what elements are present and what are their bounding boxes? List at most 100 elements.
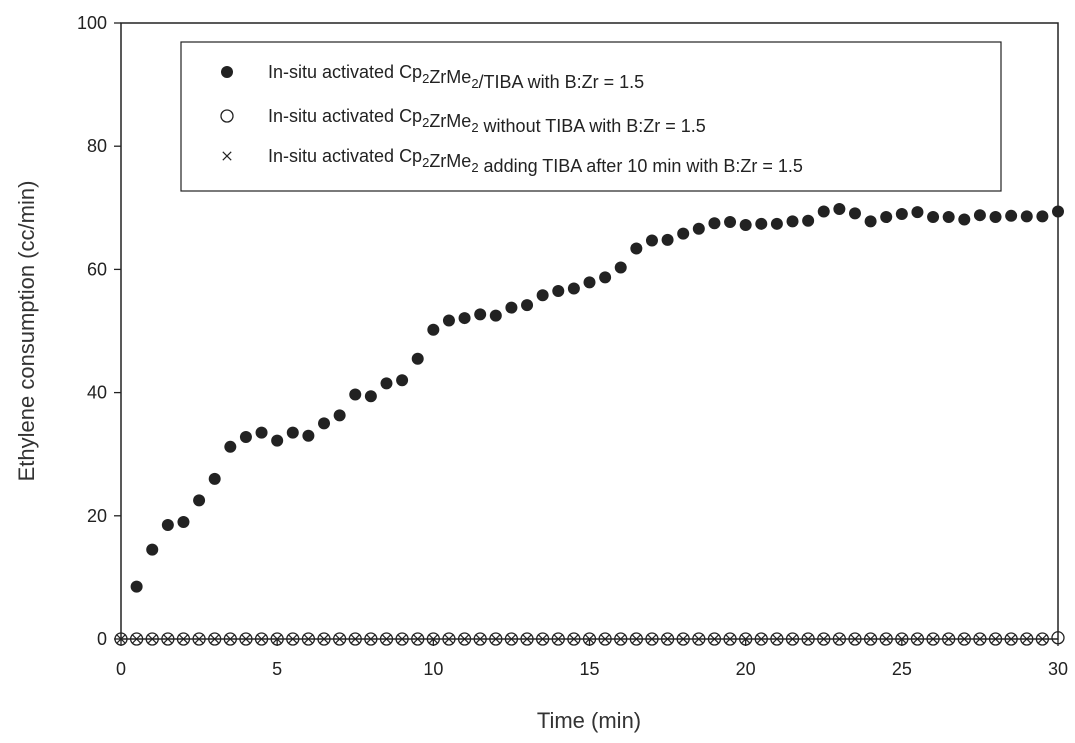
data-point: [1035, 632, 1050, 646]
legend-subscript: 2: [422, 115, 429, 130]
legend-text-part: adding TIBA after 10 min with B:Zr = 1.5: [479, 156, 803, 176]
data-point: [176, 632, 191, 646]
data-point: [770, 632, 784, 646]
x-marker-stroke: [834, 634, 844, 644]
legend-subscript: 2: [471, 160, 478, 175]
data-point: [803, 634, 813, 644]
data-point: [756, 634, 766, 644]
x-marker-stroke: [335, 634, 345, 644]
data-point: [194, 634, 204, 644]
data-point: [1005, 209, 1018, 222]
data-point: [116, 634, 126, 644]
data-point: [130, 580, 143, 593]
x-marker-stroke: [678, 634, 688, 644]
x-tick-label: 30: [1048, 659, 1068, 679]
x-marker-stroke: [319, 634, 329, 644]
data-point: [255, 426, 268, 439]
x-marker-stroke: [975, 634, 985, 644]
data-point: [210, 634, 220, 644]
data-point: [614, 632, 628, 646]
x-marker-stroke: [506, 634, 517, 644]
data-point: [552, 284, 565, 297]
data-point: [959, 634, 969, 644]
legend-box: [180, 41, 1002, 192]
y-tick-label: 80: [87, 136, 107, 156]
x-marker-stroke: [538, 634, 548, 644]
legend-text-part: In-situ activated Cp: [268, 146, 422, 166]
x-marker-stroke: [850, 634, 860, 644]
y-axis-title: Ethylene consumption (cc/min): [14, 181, 39, 482]
data-point: [973, 209, 986, 222]
x-marker-stroke: [366, 634, 376, 644]
x-marker-stroke: [787, 634, 798, 644]
data-point: [1004, 632, 1018, 646]
legend-text-part: In-situ activated Cp: [268, 62, 422, 82]
y-tick-label: 0: [97, 629, 107, 649]
data-point: [755, 217, 768, 230]
data-point: [459, 634, 470, 644]
x-marker-stroke: [397, 634, 407, 644]
x-marker-stroke: [959, 634, 969, 644]
data-point: [707, 632, 722, 646]
x-marker-stroke: [756, 634, 766, 644]
data-point: [584, 634, 595, 644]
data-point: [677, 227, 690, 240]
data-point: [114, 632, 128, 646]
legend-label-3: In-situ activated Cp2ZrMe2 adding TIBA a…: [268, 146, 803, 176]
data-point: [911, 206, 924, 219]
x-marker-stroke: [819, 634, 829, 644]
data-point: [161, 519, 174, 532]
data-point: [302, 429, 315, 442]
data-point: [600, 634, 610, 644]
data-point: [1020, 210, 1033, 223]
series-2: [114, 631, 1065, 646]
data-point: [724, 215, 737, 228]
data-point: [396, 374, 409, 387]
legend-marker-3: [222, 151, 232, 161]
data-point: [678, 634, 688, 644]
data-point: [224, 440, 237, 453]
data-point: [910, 632, 925, 646]
x-marker-stroke: [413, 634, 423, 644]
x-marker-stroke: [772, 634, 782, 644]
data-point: [333, 409, 346, 422]
data-point: [739, 219, 752, 232]
data-point: [817, 632, 831, 646]
legend-subscript: 2: [471, 76, 478, 91]
x-marker-stroke: [381, 634, 392, 644]
x-marker-stroke: [522, 634, 532, 644]
data-point: [301, 632, 316, 646]
data-point: [754, 632, 768, 646]
legend-text-part: ZrMe: [429, 151, 471, 171]
data-point: [348, 632, 362, 646]
x-marker-stroke: [222, 151, 232, 161]
data-point: [895, 632, 909, 646]
x-tick-label: 10: [423, 659, 443, 679]
y-axis: 0 20 40 60 80 100: [77, 13, 121, 649]
series-1: [130, 203, 1064, 593]
data-point: [364, 390, 377, 403]
x-marker-stroke: [475, 634, 485, 644]
x-marker-stroke: [288, 634, 298, 644]
legend-label-1: In-situ activated Cp2ZrMe2/TIBA with B:Z…: [268, 62, 644, 92]
x-marker-stroke: [865, 634, 876, 644]
x-marker-stroke: [709, 634, 720, 644]
y-tick-label: 20: [87, 506, 107, 526]
data-point: [145, 632, 159, 646]
data-point: [335, 634, 345, 644]
data-point: [725, 634, 735, 644]
legend-text-part: ZrMe: [429, 67, 471, 87]
data-point: [1006, 634, 1016, 644]
data-point: [631, 634, 641, 644]
x-marker-stroke: [584, 634, 595, 644]
data-point: [1020, 632, 1034, 646]
data-point: [629, 632, 643, 646]
x-marker-stroke: [225, 634, 235, 644]
x-marker-stroke: [1037, 634, 1048, 644]
data-point: [895, 207, 908, 220]
legend-subscript: 2: [422, 71, 429, 86]
data-point: [350, 634, 360, 644]
legend: In-situ activated Cp2ZrMe2/TIBA with B:Z…: [180, 41, 1002, 192]
data-point: [583, 276, 596, 289]
data-point: [506, 634, 517, 644]
